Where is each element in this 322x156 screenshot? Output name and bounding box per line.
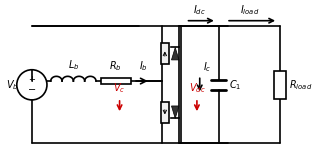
Polygon shape	[171, 47, 179, 60]
Text: $R_b$: $R_b$	[109, 59, 122, 73]
Bar	[161, 43, 169, 64]
Text: $L_b$: $L_b$	[68, 58, 79, 72]
Text: $I_b$: $I_b$	[139, 59, 147, 73]
Text: $V_{dc}$: $V_{dc}$	[189, 81, 205, 95]
Text: $V_c$: $V_c$	[113, 81, 126, 95]
Text: $V_b$: $V_b$	[6, 78, 19, 92]
Bar	[161, 102, 169, 123]
Text: $I_{load}$: $I_{load}$	[240, 3, 259, 17]
FancyBboxPatch shape	[274, 71, 286, 99]
Text: −: −	[28, 85, 36, 95]
FancyBboxPatch shape	[101, 78, 131, 84]
Text: $C_1$: $C_1$	[229, 78, 242, 92]
Text: $I_c$: $I_c$	[203, 60, 211, 73]
Text: $R_{load}$: $R_{load}$	[289, 78, 313, 92]
Polygon shape	[171, 106, 179, 118]
Text: $I_{dc}$: $I_{dc}$	[193, 3, 206, 17]
Text: +: +	[28, 75, 35, 84]
